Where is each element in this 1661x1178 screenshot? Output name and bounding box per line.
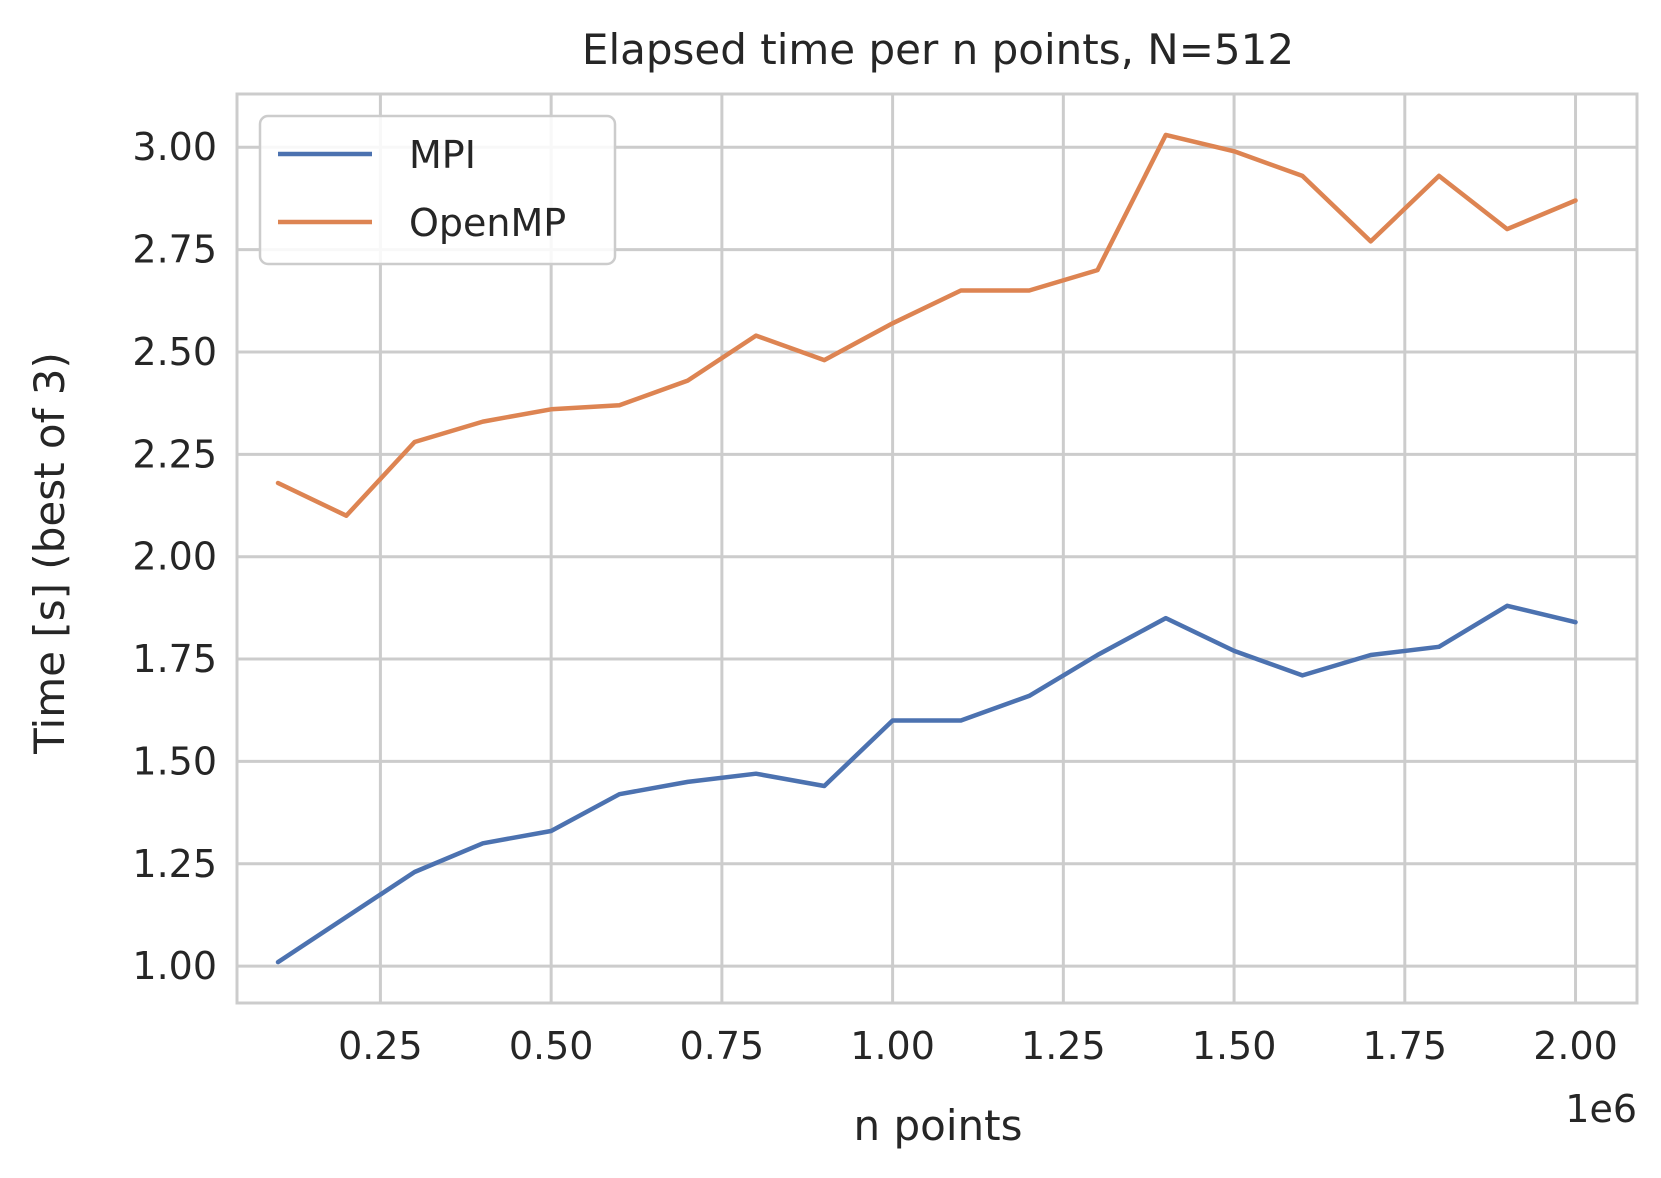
grid [237,94,1637,1003]
plot-frame [235,92,1639,1005]
y-tick-label: 1.50 [132,739,217,783]
legend: MPI OpenMP [258,114,617,266]
x-tick-label: 0.50 [509,1024,594,1068]
y-tick-label: 1.25 [132,842,217,886]
y-tick-label: 1.75 [132,637,217,681]
x-tick-label: 0.25 [338,1024,423,1068]
series-lines [275,132,1578,965]
x-tick-label: 0.75 [680,1024,765,1068]
tick-labels: 0.25 0.50 0.75 1.00 1.25 1.50 1.75 2.00 1.00 1.25… [132,125,1617,1068]
legend-label-mpi: MPI [409,133,476,177]
y-tick-label: 2.00 [132,535,217,579]
y-tick-label: 2.50 [132,330,217,374]
series-line-openmp [275,132,1578,518]
y-tick-label: 3.00 [132,125,217,169]
x-tick-label: 1.50 [1192,1024,1277,1068]
y-axis-title: Time [s] (best of 3) [25,352,74,755]
y-tick-label: 2.75 [132,228,217,272]
x-tick-label: 1.25 [1021,1024,1106,1068]
x-tick-label: 1.00 [850,1024,935,1068]
y-tick-label: 1.00 [132,944,217,988]
x-tick-label: 1.75 [1363,1024,1448,1068]
legend-label-openmp: OpenMP [409,201,566,245]
x-axis-offset-label: 1e6 [1565,1087,1637,1131]
series-line-mpi [275,603,1578,965]
y-tick-label: 2.25 [132,432,217,476]
x-axis-title: n points [854,1101,1023,1150]
chart-title: Elapsed time per n points, N=512 [582,25,1294,74]
x-tick-label: 2.00 [1533,1024,1618,1068]
